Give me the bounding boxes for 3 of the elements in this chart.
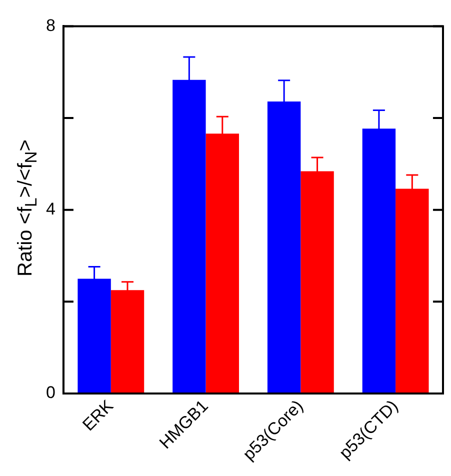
y-tick-label: 8 bbox=[46, 16, 56, 35]
y-tick-label: 0 bbox=[46, 383, 56, 402]
y-tick-label: 4 bbox=[46, 200, 56, 219]
